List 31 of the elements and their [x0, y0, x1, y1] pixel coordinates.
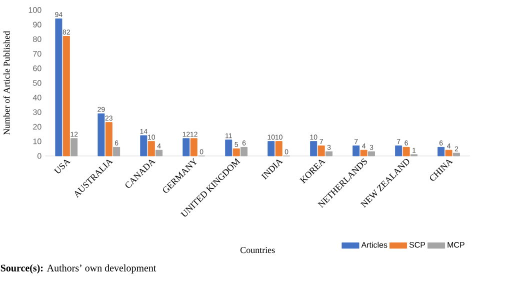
bar — [232, 148, 240, 156]
bar — [395, 146, 402, 156]
bar — [182, 138, 190, 156]
bar — [140, 135, 148, 156]
y-axis-title: Number of Article Published — [3, 31, 10, 135]
bar — [70, 138, 78, 156]
bar — [268, 141, 275, 156]
bar — [148, 141, 155, 156]
bar — [318, 146, 325, 156]
x-axis-title: Countries — [240, 247, 275, 254]
bar — [156, 150, 163, 156]
bar — [240, 146, 248, 156]
bar — [225, 140, 232, 156]
bar — [326, 151, 333, 156]
bar — [105, 122, 112, 156]
bar — [310, 141, 318, 156]
x-tick-label: USA — [54, 160, 71, 174]
bar — [275, 141, 282, 156]
bar — [190, 138, 198, 156]
bar — [452, 152, 460, 156]
bar — [113, 146, 120, 156]
text: Source(s): Authors’ own development — [0, 264, 156, 274]
bar — [438, 146, 445, 156]
bar — [55, 18, 62, 156]
bar — [352, 146, 360, 156]
bar — [402, 146, 410, 156]
bar — [368, 151, 376, 156]
bar — [360, 150, 368, 156]
bar — [62, 36, 70, 156]
bar — [98, 113, 105, 156]
bar — [445, 150, 452, 156]
